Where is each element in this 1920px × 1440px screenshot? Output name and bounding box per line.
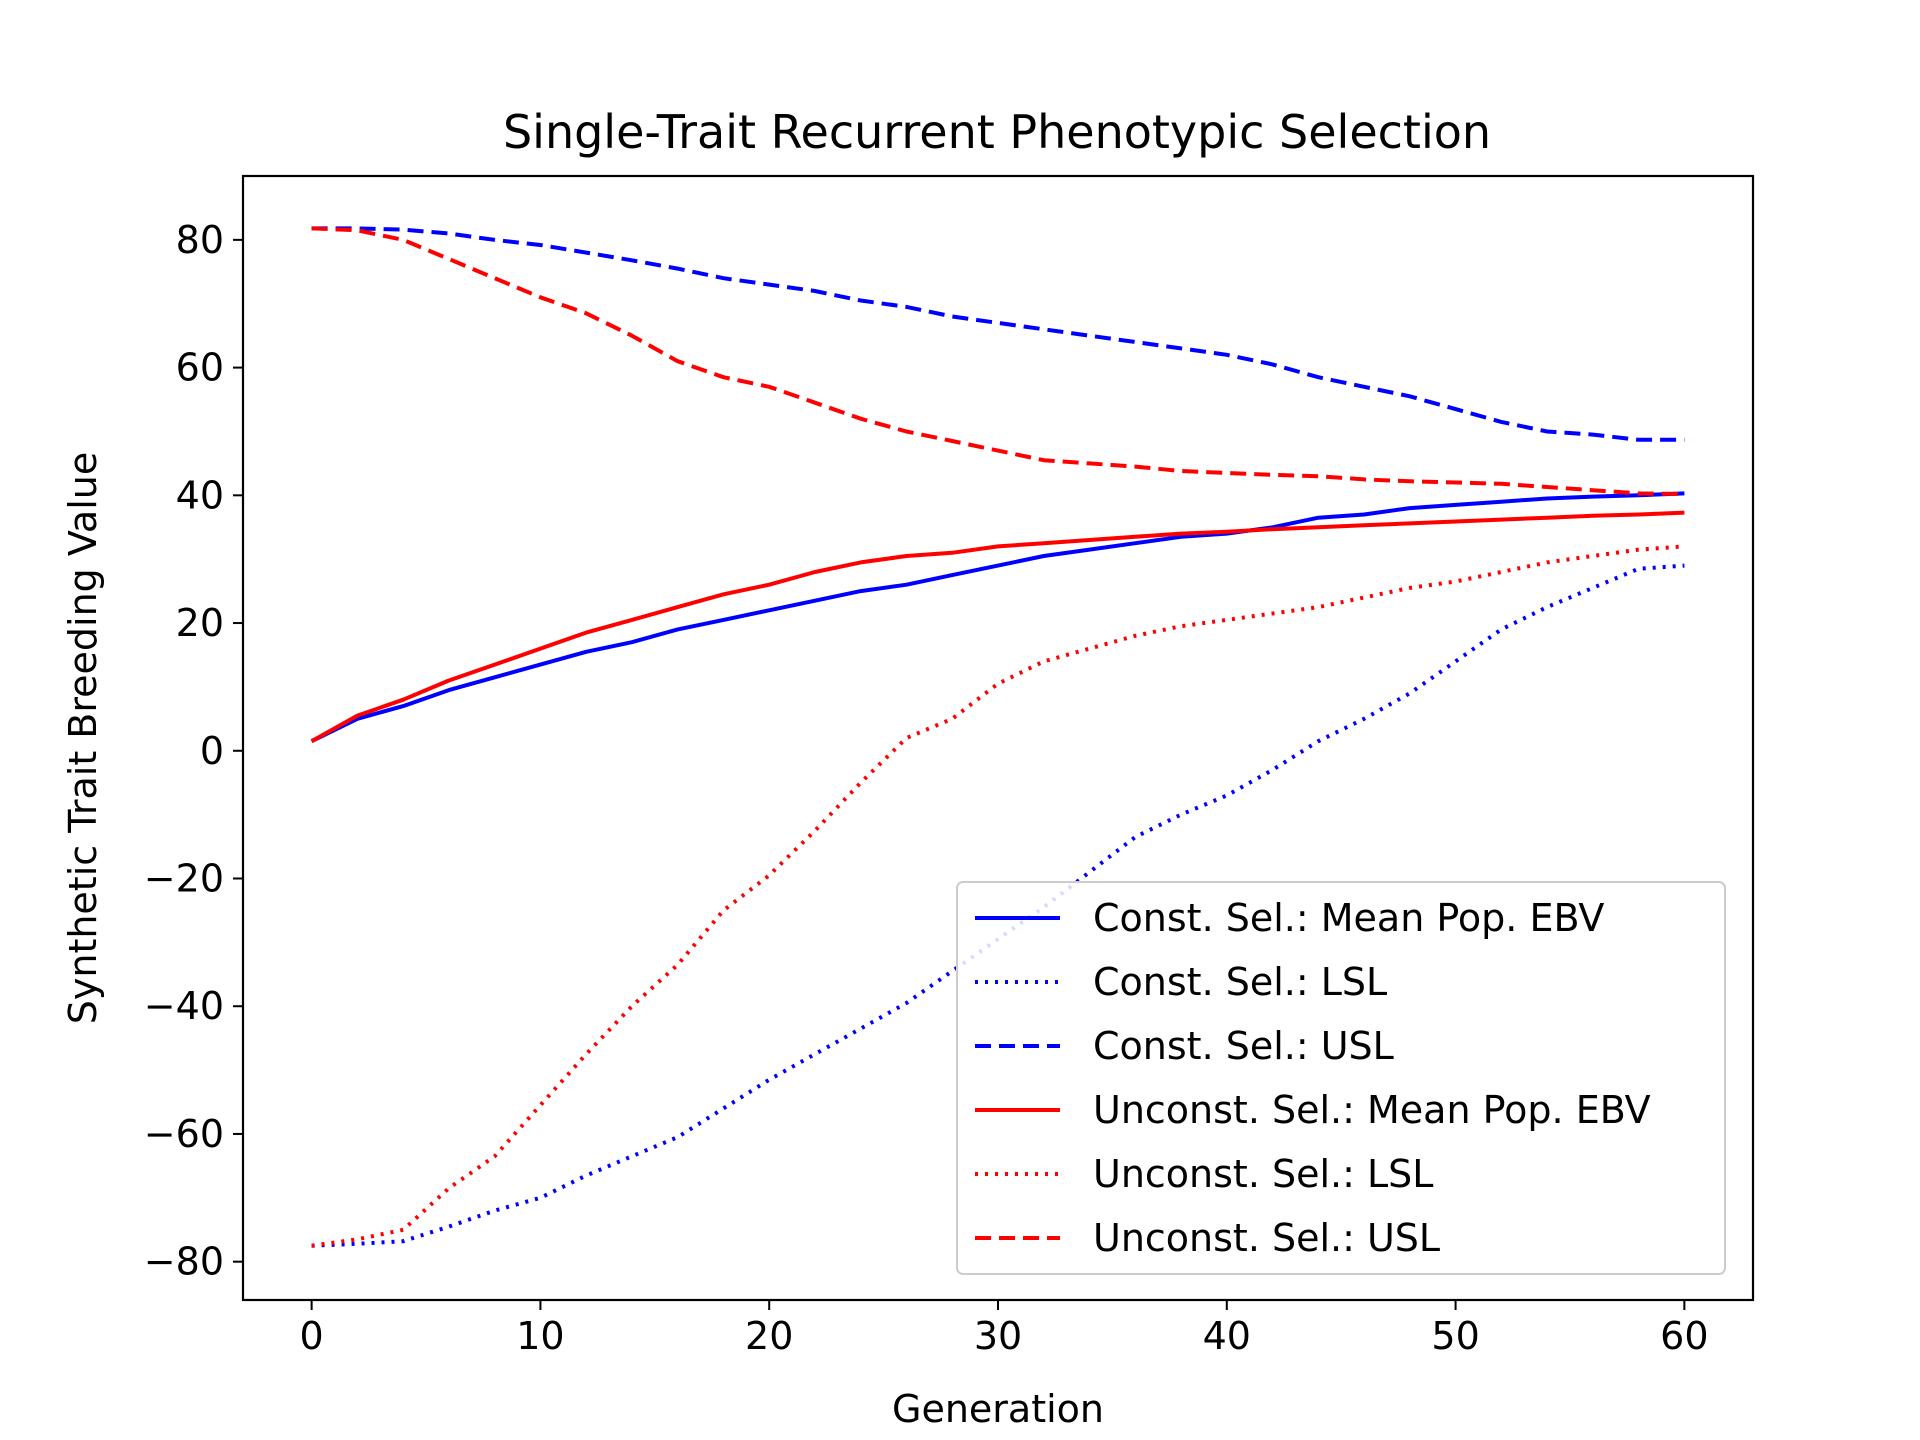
x-tick-label: 20 (745, 1314, 793, 1358)
legend-label-5: Unconst. Sel.: USL (1093, 1216, 1440, 1260)
x-axis-label: Generation (892, 1387, 1104, 1431)
series-line-5 (311, 226, 1685, 496)
y-tick-label: 0 (200, 729, 224, 773)
y-tick-label: 40 (176, 473, 224, 517)
legend-label-1: Const. Sel.: LSL (1093, 960, 1387, 1004)
y-tick-label: −60 (144, 1112, 224, 1156)
x-tick-label: 60 (1660, 1314, 1708, 1358)
x-tick-label: 0 (300, 1314, 324, 1358)
y-tick-label: −40 (144, 984, 224, 1028)
axis-ticks: 0 10 20 30 40 50 60 −80 −60 −40 −20 0 20 40 60 80 (144, 218, 1709, 1358)
legend-label-0: Const. Sel.: Mean Pop. EBV (1093, 896, 1604, 940)
series-line-2 (311, 226, 1685, 442)
x-tick-label: 30 (974, 1314, 1022, 1358)
series-line-0 (310, 491, 1685, 743)
y-tick-label: −80 (144, 1240, 224, 1284)
chart-title: Single-Trait Recurrent Phenotypic Select… (503, 105, 1491, 159)
legend-label-4: Unconst. Sel.: LSL (1093, 1152, 1433, 1196)
y-tick-label: 20 (176, 601, 224, 645)
y-tick-label: −20 (144, 857, 224, 901)
x-tick-label: 40 (1203, 1314, 1251, 1358)
series-line-3 (310, 510, 1685, 743)
legend: Const. Sel.: Mean Pop. EBV Const. Sel.: L… (956, 881, 1726, 1275)
legend-label-3: Unconst. Sel.: Mean Pop. EBV (1093, 1088, 1651, 1132)
y-tick-label: 60 (176, 346, 224, 390)
legend-box (956, 881, 1726, 1275)
y-axis-label: Synthetic Trait Breeding Value (61, 452, 105, 1025)
legend-label-2: Const. Sel.: USL (1093, 1024, 1394, 1068)
x-tick-label: 50 (1431, 1314, 1479, 1358)
x-tick-label: 10 (516, 1314, 564, 1358)
plot-frame (241, 174, 1755, 1302)
y-tick-label: 80 (176, 218, 224, 262)
